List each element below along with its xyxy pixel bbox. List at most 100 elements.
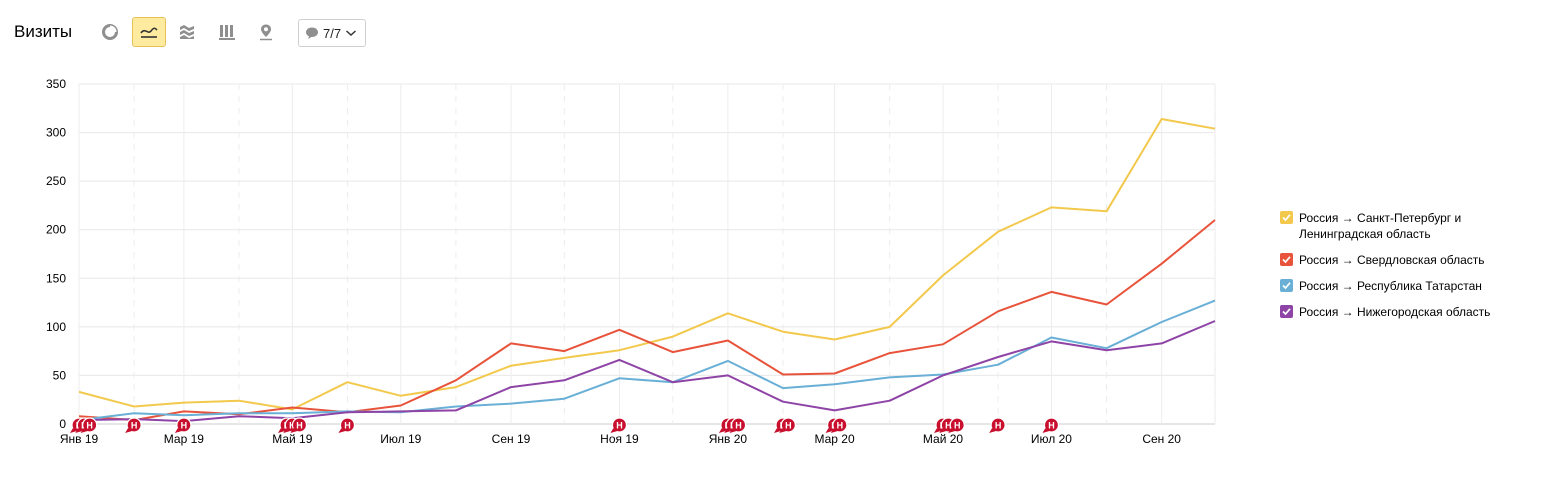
legend-item[interactable]: Россия → Нижегородская область — [1280, 304, 1540, 320]
data-point[interactable] — [781, 372, 786, 377]
annotation-marker[interactable]: Н — [1042, 417, 1060, 433]
data-point[interactable] — [237, 414, 242, 419]
data-point[interactable] — [132, 411, 137, 416]
annotation-marker[interactable]: Н — [779, 417, 796, 433]
annotation-marker-dot — [126, 417, 142, 433]
data-point[interactable] — [1104, 302, 1109, 307]
data-point[interactable] — [509, 385, 514, 390]
data-point[interactable] — [725, 311, 730, 316]
data-point[interactable] — [670, 334, 675, 339]
annotation-marker[interactable]: Н — [174, 417, 192, 433]
data-point[interactable] — [617, 376, 622, 381]
data-point[interactable] — [1213, 218, 1218, 223]
annotation-marker[interactable]: Н — [830, 417, 848, 433]
data-point[interactable] — [509, 363, 514, 368]
annotation-marker[interactable]: Н — [125, 417, 142, 433]
data-point[interactable] — [509, 341, 514, 346]
notes-dropdown[interactable]: 7/7 — [298, 19, 366, 47]
data-point[interactable] — [398, 403, 403, 408]
annotation-marker[interactable]: Н — [290, 417, 308, 433]
data-point[interactable] — [509, 401, 514, 406]
data-point[interactable] — [996, 229, 1001, 234]
annotation-markers[interactable]: НННННННННННННННННННННН — [70, 417, 1060, 433]
data-point[interactable] — [887, 398, 892, 403]
data-point[interactable] — [941, 373, 946, 378]
data-point[interactable] — [77, 389, 82, 394]
legend-item[interactable]: Россия → Республика Татарстан — [1280, 278, 1540, 294]
data-point[interactable] — [132, 404, 137, 409]
data-point[interactable] — [1049, 289, 1054, 294]
annotation-marker[interactable]: Н — [948, 417, 965, 433]
data-point[interactable] — [453, 385, 458, 390]
pie-chart-button[interactable] — [93, 17, 127, 47]
annotation-marker-tail — [1042, 428, 1050, 433]
data-point[interactable] — [617, 348, 622, 353]
data-point[interactable] — [562, 355, 567, 360]
data-point[interactable] — [398, 409, 403, 414]
data-point[interactable] — [1159, 341, 1164, 346]
data-point[interactable] — [832, 408, 837, 413]
legend-item[interactable]: Россия → Свердловская область — [1280, 252, 1540, 268]
annotation-marker[interactable]: Н — [989, 417, 1006, 433]
data-point[interactable] — [1049, 339, 1054, 344]
annotation-marker[interactable]: Н — [610, 417, 628, 433]
checkbox-checked-icon — [1280, 305, 1293, 318]
annotation-marker[interactable]: Н — [338, 417, 356, 433]
data-point[interactable] — [781, 329, 786, 334]
annotation-marker-label: Н — [86, 421, 93, 431]
data-point[interactable] — [832, 382, 837, 387]
data-point[interactable] — [996, 354, 1001, 359]
data-point[interactable] — [887, 351, 892, 356]
annotation-marker[interactable]: Н — [80, 417, 98, 433]
data-point[interactable] — [781, 386, 786, 391]
annotation-marker-tail — [80, 428, 88, 433]
data-point[interactable] — [453, 408, 458, 413]
data-point[interactable] — [398, 393, 403, 398]
data-point[interactable] — [562, 396, 567, 401]
map-button[interactable] — [249, 17, 283, 47]
column-chart-button[interactable] — [210, 17, 244, 47]
data-point[interactable] — [1159, 116, 1164, 121]
data-point[interactable] — [725, 358, 730, 363]
area-chart-button[interactable] — [170, 17, 204, 47]
data-point[interactable] — [1159, 320, 1164, 325]
data-point[interactable] — [670, 350, 675, 355]
data-point[interactable] — [832, 371, 837, 376]
data-point[interactable] — [1049, 205, 1054, 210]
data-point[interactable] — [237, 398, 242, 403]
checkbox-checked-icon — [1280, 279, 1293, 292]
data-point[interactable] — [1213, 126, 1218, 131]
data-point[interactable] — [345, 380, 350, 385]
data-point[interactable] — [887, 375, 892, 380]
data-point[interactable] — [290, 411, 295, 416]
data-point[interactable] — [617, 357, 622, 362]
data-point[interactable] — [832, 337, 837, 342]
data-point[interactable] — [617, 327, 622, 332]
data-point[interactable] — [345, 410, 350, 415]
annotation-marker-dot — [291, 417, 308, 433]
data-point[interactable] — [1159, 261, 1164, 266]
data-point[interactable] — [1104, 348, 1109, 353]
data-point[interactable] — [941, 342, 946, 347]
data-point[interactable] — [887, 324, 892, 329]
data-point[interactable] — [290, 405, 295, 410]
data-point[interactable] — [1104, 209, 1109, 214]
data-point[interactable] — [781, 399, 786, 404]
data-point[interactable] — [725, 338, 730, 343]
data-point[interactable] — [562, 349, 567, 354]
data-point[interactable] — [1213, 319, 1218, 324]
line-chart-button[interactable] — [132, 17, 166, 47]
annotation-marker-label: Н — [735, 421, 742, 431]
annotation-marker[interactable]: Н — [729, 417, 747, 433]
data-point[interactable] — [181, 413, 186, 418]
data-point[interactable] — [562, 378, 567, 383]
data-point[interactable] — [670, 380, 675, 385]
data-point[interactable] — [725, 373, 730, 378]
data-point[interactable] — [453, 378, 458, 383]
legend-item[interactable]: Россия → Санкт-Петербург и Ленинградская… — [1280, 210, 1540, 242]
data-point[interactable] — [996, 309, 1001, 314]
data-point[interactable] — [996, 362, 1001, 367]
data-point[interactable] — [941, 273, 946, 278]
data-point[interactable] — [181, 400, 186, 405]
data-point[interactable] — [1213, 298, 1218, 303]
